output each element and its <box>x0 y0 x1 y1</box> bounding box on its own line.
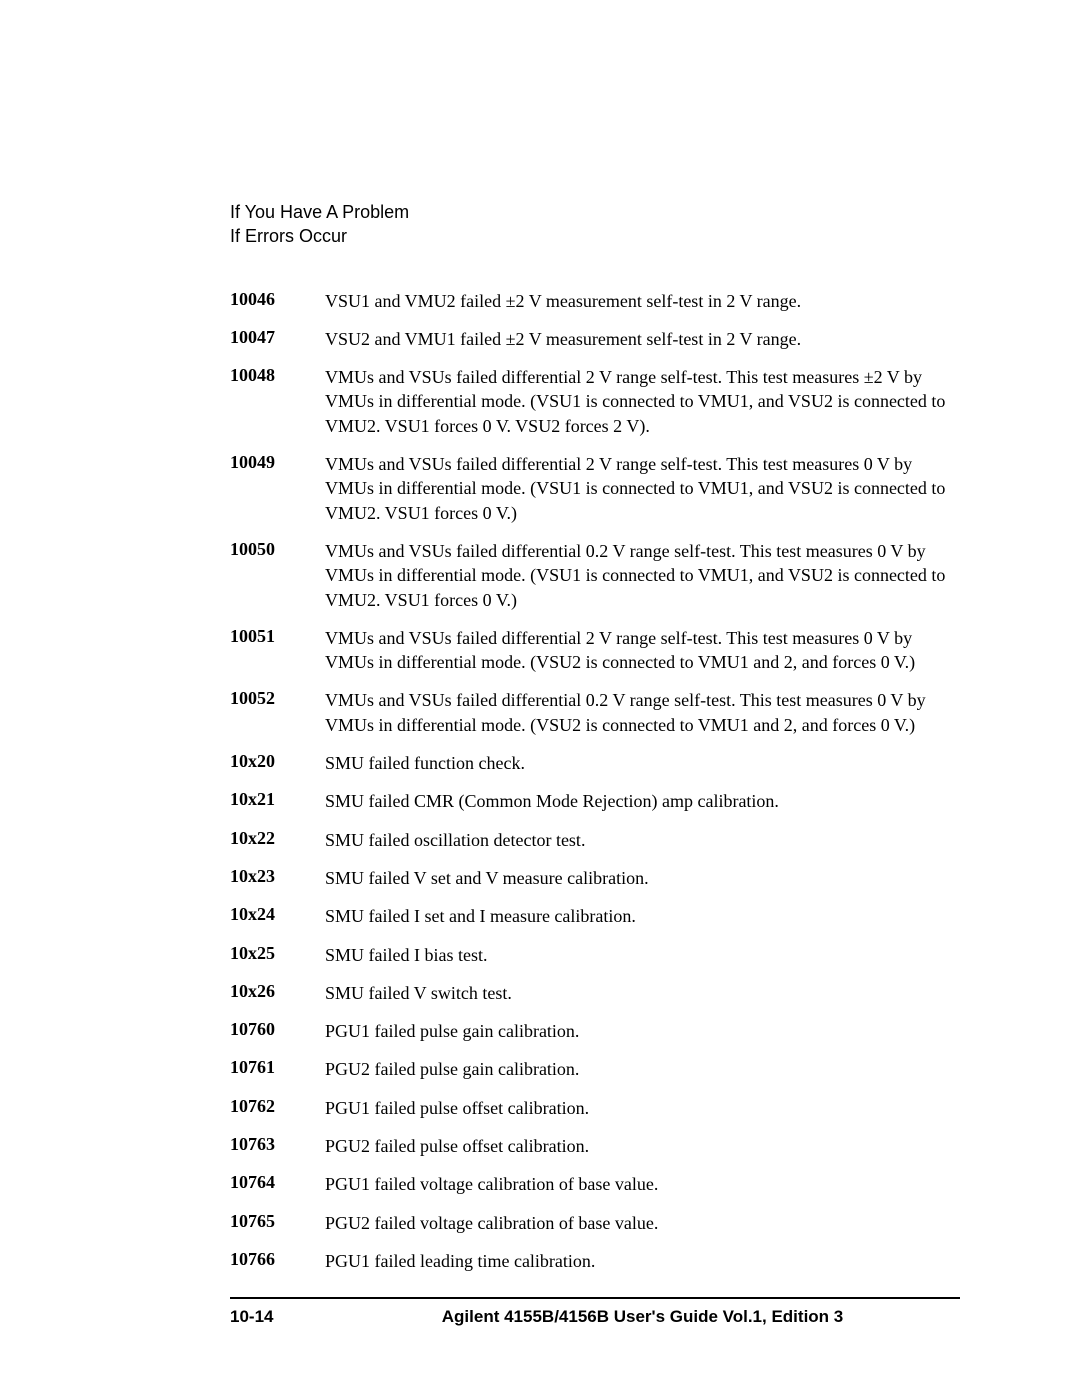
error-entry: 10x24SMU failed I set and I measure cali… <box>230 904 960 928</box>
error-description: SMU failed I set and I measure calibrati… <box>325 904 960 928</box>
error-code: 10762 <box>230 1096 325 1117</box>
error-entry: 10766PGU1 failed leading time calibratio… <box>230 1249 960 1273</box>
error-code: 10048 <box>230 365 325 386</box>
error-description: VMUs and VSUs failed differential 0.2 V … <box>325 688 960 737</box>
error-description: PGU1 failed voltage calibration of base … <box>325 1172 960 1196</box>
error-entry: 10762PGU1 failed pulse offset calibratio… <box>230 1096 960 1120</box>
error-entry: 10051VMUs and VSUs failed differential 2… <box>230 626 960 675</box>
error-entry: 10049VMUs and VSUs failed differential 2… <box>230 452 960 525</box>
error-code: 10051 <box>230 626 325 647</box>
error-code: 10x25 <box>230 943 325 964</box>
error-entry: 10048VMUs and VSUs failed differential 2… <box>230 365 960 438</box>
error-description: SMU failed I bias test. <box>325 943 960 967</box>
error-entry: 10x25SMU failed I bias test. <box>230 943 960 967</box>
page-footer: 10-14 Agilent 4155B/4156B User's Guide V… <box>230 1297 960 1327</box>
error-entry: 10763PGU2 failed pulse offset calibratio… <box>230 1134 960 1158</box>
header-line-1: If You Have A Problem <box>230 200 960 224</box>
error-description: VSU1 and VMU2 failed ±2 V measurement se… <box>325 289 960 313</box>
error-code: 10x22 <box>230 828 325 849</box>
error-description: VMUs and VSUs failed differential 2 V ra… <box>325 626 960 675</box>
error-code-list: 10046VSU1 and VMU2 failed ±2 V measureme… <box>230 289 960 1274</box>
error-entry: 10x26SMU failed V switch test. <box>230 981 960 1005</box>
page-number: 10-14 <box>230 1307 325 1327</box>
error-entry: 10x21SMU failed CMR (Common Mode Rejecti… <box>230 789 960 813</box>
error-code: 10052 <box>230 688 325 709</box>
error-entry: 10047VSU2 and VMU1 failed ±2 V measureme… <box>230 327 960 351</box>
error-description: PGU1 failed pulse gain calibration. <box>325 1019 960 1043</box>
error-entry: 10764PGU1 failed voltage calibration of … <box>230 1172 960 1196</box>
error-description: VMUs and VSUs failed differential 2 V ra… <box>325 452 960 525</box>
error-description: PGU1 failed leading time calibration. <box>325 1249 960 1273</box>
header-line-2: If Errors Occur <box>230 224 960 248</box>
error-entry: 10046VSU1 and VMU2 failed ±2 V measureme… <box>230 289 960 313</box>
error-code: 10765 <box>230 1211 325 1232</box>
error-entry: 10760PGU1 failed pulse gain calibration. <box>230 1019 960 1043</box>
error-code: 10050 <box>230 539 325 560</box>
error-code: 10049 <box>230 452 325 473</box>
error-code: 10766 <box>230 1249 325 1270</box>
error-code: 10764 <box>230 1172 325 1193</box>
error-code: 10x24 <box>230 904 325 925</box>
error-code: 10046 <box>230 289 325 310</box>
error-description: PGU1 failed pulse offset calibration. <box>325 1096 960 1120</box>
document-page: If You Have A Problem If Errors Occur 10… <box>0 0 1080 1397</box>
error-description: PGU2 failed voltage calibration of base … <box>325 1211 960 1235</box>
error-code: 10x26 <box>230 981 325 1002</box>
error-code: 10x20 <box>230 751 325 772</box>
error-code: 10760 <box>230 1019 325 1040</box>
error-description: PGU2 failed pulse offset calibration. <box>325 1134 960 1158</box>
error-code: 10x23 <box>230 866 325 887</box>
error-entry: 10765PGU2 failed voltage calibration of … <box>230 1211 960 1235</box>
error-entry: 10x20SMU failed function check. <box>230 751 960 775</box>
error-description: SMU failed V switch test. <box>325 981 960 1005</box>
error-description: VMUs and VSUs failed differential 0.2 V … <box>325 539 960 612</box>
footer-title: Agilent 4155B/4156B User's Guide Vol.1, … <box>325 1307 960 1327</box>
error-description: PGU2 failed pulse gain calibration. <box>325 1057 960 1081</box>
error-code: 10761 <box>230 1057 325 1078</box>
error-description: VMUs and VSUs failed differential 2 V ra… <box>325 365 960 438</box>
error-code: 10x21 <box>230 789 325 810</box>
error-code: 10047 <box>230 327 325 348</box>
error-description: SMU failed V set and V measure calibrati… <box>325 866 960 890</box>
error-entry: 10050VMUs and VSUs failed differential 0… <box>230 539 960 612</box>
error-code: 10763 <box>230 1134 325 1155</box>
error-description: SMU failed function check. <box>325 751 960 775</box>
error-entry: 10x22SMU failed oscillation detector tes… <box>230 828 960 852</box>
error-entry: 10x23SMU failed V set and V measure cali… <box>230 866 960 890</box>
error-description: SMU failed oscillation detector test. <box>325 828 960 852</box>
page-header: If You Have A Problem If Errors Occur <box>230 200 960 249</box>
error-description: SMU failed CMR (Common Mode Rejection) a… <box>325 789 960 813</box>
error-description: VSU2 and VMU1 failed ±2 V measurement se… <box>325 327 960 351</box>
error-entry: 10761PGU2 failed pulse gain calibration. <box>230 1057 960 1081</box>
error-entry: 10052VMUs and VSUs failed differential 0… <box>230 688 960 737</box>
